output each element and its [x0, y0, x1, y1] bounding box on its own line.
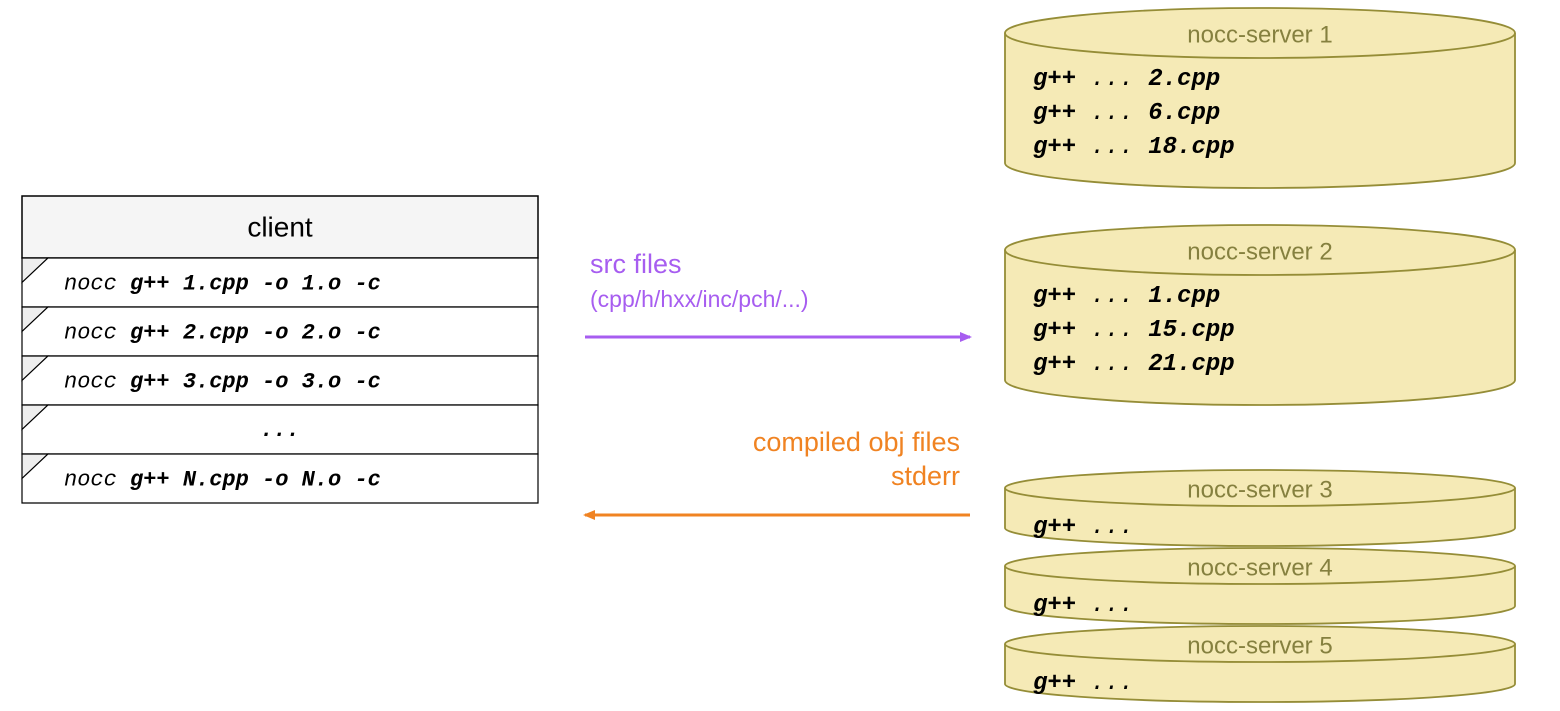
client-command: nocc g++ 3.cpp -o 3.o -c — [64, 369, 381, 394]
server-title: nocc-server 2 — [1187, 239, 1332, 266]
arrow-down-label-2: stderr — [891, 461, 960, 491]
server-cylinder-2: nocc-server 2 g++ ... 1.cpp g++ ... 15.cpp… — [1005, 225, 1515, 405]
server-cylinder-5: nocc-server 5 g++ ... — [1005, 626, 1515, 702]
server-command: g++ ... 2.cpp — [1033, 66, 1220, 93]
architecture-diagram: client nocc g++ 1.cpp -o 1.o -c nocc g++ 2… — [0, 0, 1560, 711]
client-command: nocc g++ N.cpp -o N.o -c — [64, 467, 381, 492]
arrow-down-label-1: compiled obj files — [753, 427, 960, 457]
server-title: nocc-server 1 — [1187, 22, 1332, 49]
arrow-up-label-2: (cpp/h/hxx/inc/pch/...) — [590, 286, 809, 312]
server-command: g++ ... 1.cpp — [1033, 283, 1220, 310]
client-title: client — [247, 212, 313, 243]
client-command: ... — [260, 418, 300, 443]
server-command: g++ ... — [1033, 592, 1134, 619]
client-panel: client nocc g++ 1.cpp -o 1.o -c nocc g++ 2… — [22, 196, 538, 503]
server-command: g++ ... 15.cpp — [1033, 317, 1235, 344]
client-command: nocc g++ 2.cpp -o 2.o -c — [64, 320, 381, 345]
server-cylinder-4: nocc-server 4 g++ ... — [1005, 548, 1515, 624]
server-cylinder-3: nocc-server 3 g++ ... — [1005, 470, 1515, 546]
server-title: nocc-server 4 — [1187, 555, 1332, 582]
server-cylinder-1: nocc-server 1 g++ ... 2.cpp g++ ... 6.cpp g… — [1005, 8, 1515, 188]
client-command: nocc g++ 1.cpp -o 1.o -c — [64, 271, 381, 296]
server-title: nocc-server 5 — [1187, 633, 1332, 660]
server-command: g++ ... 18.cpp — [1033, 134, 1235, 161]
server-title: nocc-server 3 — [1187, 477, 1332, 504]
server-command: g++ ... 6.cpp — [1033, 100, 1220, 127]
server-command: g++ ... 21.cpp — [1033, 351, 1235, 378]
server-command: g++ ... — [1033, 670, 1134, 697]
arrow-up-label-1: src files — [590, 249, 682, 279]
server-command: g++ ... — [1033, 514, 1134, 541]
